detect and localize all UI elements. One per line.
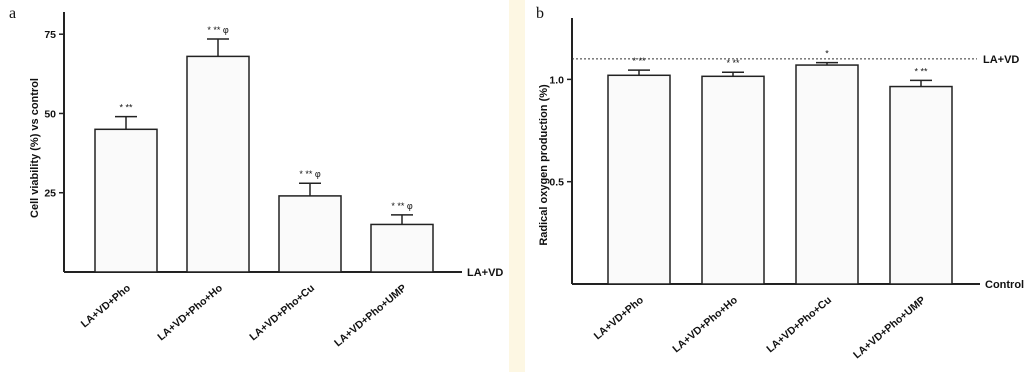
bar	[607, 74, 671, 285]
significance-label: * **	[726, 58, 740, 68]
bar	[795, 64, 859, 285]
panel-b: b Radical oxygen production (%) Control …	[525, 0, 1029, 372]
bar	[701, 75, 765, 285]
significance-label: *	[825, 49, 829, 59]
significance-label: * ** φ	[391, 201, 413, 211]
chart-a-svg: a Cell viability (%) vs control LA+VD 25…	[9, 5, 503, 349]
category-label: LA+VD+Pho+Cu	[247, 282, 317, 343]
category-label: LA+VD+Pho	[79, 282, 133, 330]
category-label: LA+VD+Pho+UMP	[332, 282, 409, 349]
bar	[186, 55, 250, 273]
bar	[370, 223, 434, 273]
y-tick-label: 0.5	[549, 177, 564, 189]
significance-label: * ** φ	[299, 169, 321, 179]
category-label: LA+VD+Pho+Ho	[670, 294, 740, 355]
bar	[94, 128, 158, 273]
baseline-label-a: LA+VD	[467, 267, 503, 279]
y-tick-label: 75	[44, 29, 56, 41]
bars-b: 0.5 1.0 * ** LA+VD+Pho * ** LA+VD+Pho+Ho * LA+V…	[549, 49, 953, 361]
chart-b-svg: b Radical oxygen production (%) Control …	[536, 5, 1024, 361]
panel-a: a Cell viability (%) vs control LA+VD 25…	[0, 0, 509, 372]
reference-label-b: LA+VD	[983, 54, 1019, 66]
bars-a: 25 50 75 * ** LA+VD+Pho * ** φ LA+VD+Pho+Ho * *…	[44, 25, 434, 349]
significance-label: * **	[632, 56, 646, 66]
category-label: LA+VD+Pho+Ho	[155, 282, 225, 343]
significance-label: * ** φ	[207, 25, 229, 35]
y-tick-label: 1.0	[549, 74, 564, 86]
category-label: LA+VD+Pho+Cu	[764, 294, 834, 355]
category-label: LA+VD+Pho	[592, 294, 646, 342]
bar	[889, 85, 953, 285]
significance-label: * **	[914, 66, 928, 76]
y-axis-label-b: Radical oxygen production (%)	[538, 84, 550, 246]
panel-b-letter: b	[536, 5, 544, 22]
y-tick-label: 25	[44, 188, 56, 200]
category-label: LA+VD+Pho+UMP	[851, 294, 928, 361]
y-tick-label: 50	[44, 108, 56, 120]
bar	[278, 195, 342, 273]
panel-a-letter: a	[9, 5, 16, 22]
significance-label: * **	[119, 103, 133, 113]
baseline-label-b: Control	[985, 279, 1024, 291]
y-axis-label-a: Cell viability (%) vs control	[29, 78, 41, 218]
